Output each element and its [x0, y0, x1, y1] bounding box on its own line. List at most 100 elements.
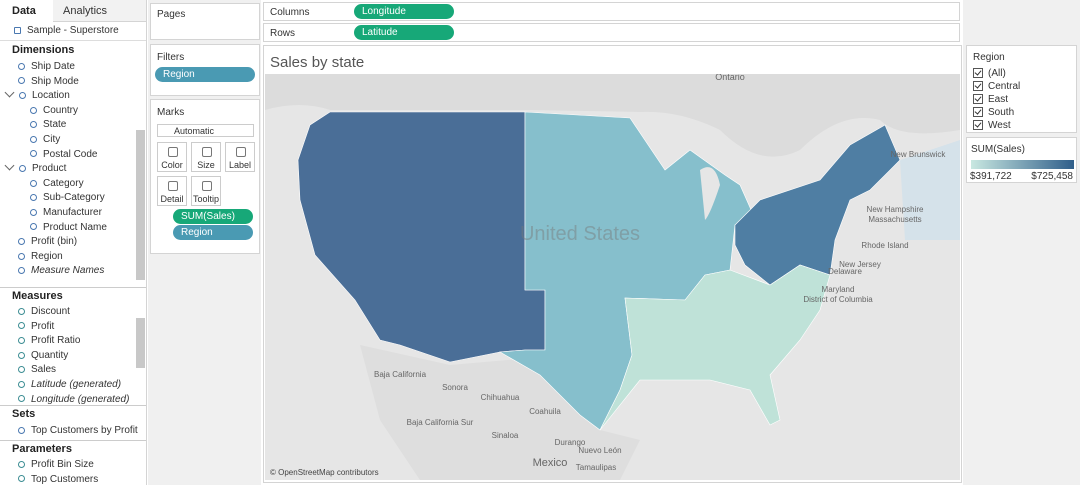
field-name[interactable]: City: [43, 133, 61, 145]
row-pill[interactable]: Latitude (generated): [354, 25, 454, 53]
expander[interactable]: [4, 160, 15, 171]
detail-pill[interactable]: Region: [173, 225, 253, 240]
field-name[interactable]: State: [43, 119, 67, 131]
region-south[interactable]: [599, 264, 831, 431]
field-item[interactable]: Profit: [6, 320, 134, 335]
checkbox[interactable]: [973, 68, 983, 79]
region-east[interactable]: [734, 124, 901, 286]
field-name[interactable]: Profit Ratio: [31, 335, 81, 347]
field-name[interactable]: Product Name: [43, 221, 107, 233]
field-name[interactable]: Discount: [31, 306, 70, 317]
datasource[interactable]: Sample - Superstore: [14, 25, 119, 36]
field-name[interactable]: Profit Bin Size: [31, 459, 94, 470]
field-name[interactable]: Quantity: [31, 349, 69, 361]
mark-type[interactable]: Automatic: [174, 126, 215, 136]
field-item[interactable]: Latitude (generated): [6, 378, 134, 393]
field-item[interactable]: Ship Date: [6, 60, 134, 75]
field-item[interactable]: Region: [6, 250, 134, 265]
filters-shelf[interactable]: Filters Region: [150, 44, 260, 96]
field-name[interactable]: Category: [43, 177, 84, 189]
field-name[interactable]: Longitude (generated): [31, 393, 130, 405]
mark-button[interactable]: Label: [225, 142, 255, 172]
option-label[interactable]: Central: [988, 81, 1021, 92]
field-name[interactable]: Region: [31, 250, 63, 262]
field-item[interactable]: Top Customers by Profit: [6, 424, 138, 439]
checkbox[interactable]: [973, 81, 983, 92]
expander[interactable]: [4, 87, 15, 98]
tab-active[interactable]: Data: [0, 0, 53, 23]
field-item[interactable]: Quantity: [6, 349, 134, 364]
field-item[interactable]: Country: [6, 104, 134, 119]
option-label[interactable]: South: [988, 107, 1015, 118]
option-label[interactable]: East: [988, 94, 1009, 105]
button-label[interactable]: Tooltip: [192, 194, 219, 204]
column-pill[interactable]: Longitude (generate..: [354, 4, 454, 19]
field-name[interactable]: Top Customers: [31, 473, 99, 485]
field-item[interactable]: Measure Names: [6, 264, 134, 279]
field-name[interactable]: Top Customers by Profit: [31, 425, 138, 436]
filter-option[interactable]: (All): [973, 67, 1020, 80]
mark-button[interactable]: Tooltip: [191, 176, 221, 206]
scrollbar[interactable]: [136, 318, 145, 368]
field-item[interactable]: Category: [6, 177, 134, 192]
filter-option[interactable]: Central: [973, 80, 1020, 93]
checkbox[interactable]: [973, 120, 983, 131]
tab-label[interactable]: Data: [12, 5, 36, 17]
field-name[interactable]: Postal Code: [43, 148, 98, 160]
button-label[interactable]: Color: [161, 160, 183, 170]
field-name[interactable]: Location: [32, 90, 70, 102]
field-item[interactable]: State: [6, 118, 134, 133]
field-name[interactable]: Measure Names: [31, 265, 105, 277]
filter-option[interactable]: East: [973, 93, 1020, 106]
button-label[interactable]: Detail: [160, 194, 184, 204]
field-name[interactable]: Profit: [31, 320, 55, 332]
filter-option[interactable]: West: [973, 119, 1020, 132]
field-name[interactable]: Manufacturer: [43, 206, 102, 218]
field-item[interactable]: Sales: [6, 363, 134, 378]
field-item[interactable]: Ship Mode: [6, 75, 134, 90]
field-item[interactable]: Top Customers: [6, 473, 134, 487]
field-name[interactable]: Ship Date: [31, 61, 75, 72]
field-item[interactable]: Profit (bin): [6, 235, 134, 250]
mark-button[interactable]: Color: [157, 142, 187, 172]
checkbox[interactable]: [973, 107, 983, 118]
field-name[interactable]: Profit (bin): [31, 236, 78, 248]
rows-shelf[interactable]: Rows Latitude (generated): [263, 23, 960, 53]
mark-button[interactable]: Detail: [157, 176, 187, 206]
field-name[interactable]: Product: [32, 163, 67, 175]
filter-pill[interactable]: Region: [155, 67, 255, 82]
field-item[interactable]: City: [6, 133, 134, 148]
field-icon: [18, 380, 25, 388]
field-name[interactable]: Ship Mode: [31, 75, 79, 87]
option-label[interactable]: (All): [988, 68, 1006, 79]
field-item[interactable]: Discount: [6, 305, 134, 320]
field-name[interactable]: Latitude (generated): [31, 378, 122, 390]
datasource-name[interactable]: Sample - Superstore: [27, 25, 119, 36]
field-item[interactable]: Manufacturer: [6, 206, 134, 221]
columns-shelf[interactable]: Columns Longitude (generate..: [263, 2, 960, 21]
field-name[interactable]: Sub-Category: [43, 192, 105, 204]
checkbox[interactable]: [973, 94, 983, 105]
filter-option[interactable]: South: [973, 106, 1020, 119]
mark-type-dropdown[interactable]: Automatic: [157, 124, 254, 137]
field-name[interactable]: Country: [43, 104, 79, 116]
field-item[interactable]: Profit Ratio: [6, 334, 134, 349]
folder-item[interactable]: Location: [4, 87, 134, 104]
field-item[interactable]: Longitude (generated): [6, 393, 134, 408]
option-label[interactable]: West: [988, 120, 1011, 131]
map[interactable]: Ontario United States New Brunswick New Ham…: [265, 74, 960, 480]
field-item[interactable]: Sub-Category: [6, 191, 134, 206]
button-label[interactable]: Label: [228, 160, 252, 170]
field-item[interactable]: Profit Bin Size: [6, 458, 134, 473]
tab[interactable]: Analytics: [53, 0, 146, 22]
pages-shelf[interactable]: Pages: [150, 3, 260, 40]
folder-item[interactable]: Product: [4, 160, 134, 177]
field-item[interactable]: Product Name: [6, 221, 134, 236]
tab-label[interactable]: Analytics: [63, 5, 108, 17]
scrollbar[interactable]: [136, 130, 145, 280]
field-name[interactable]: Sales: [31, 364, 57, 376]
color-pill[interactable]: SUM(Sales): [173, 209, 253, 224]
button-label[interactable]: Size: [197, 160, 215, 170]
field-item[interactable]: Postal Code: [6, 148, 134, 163]
mark-button[interactable]: Size: [191, 142, 221, 172]
